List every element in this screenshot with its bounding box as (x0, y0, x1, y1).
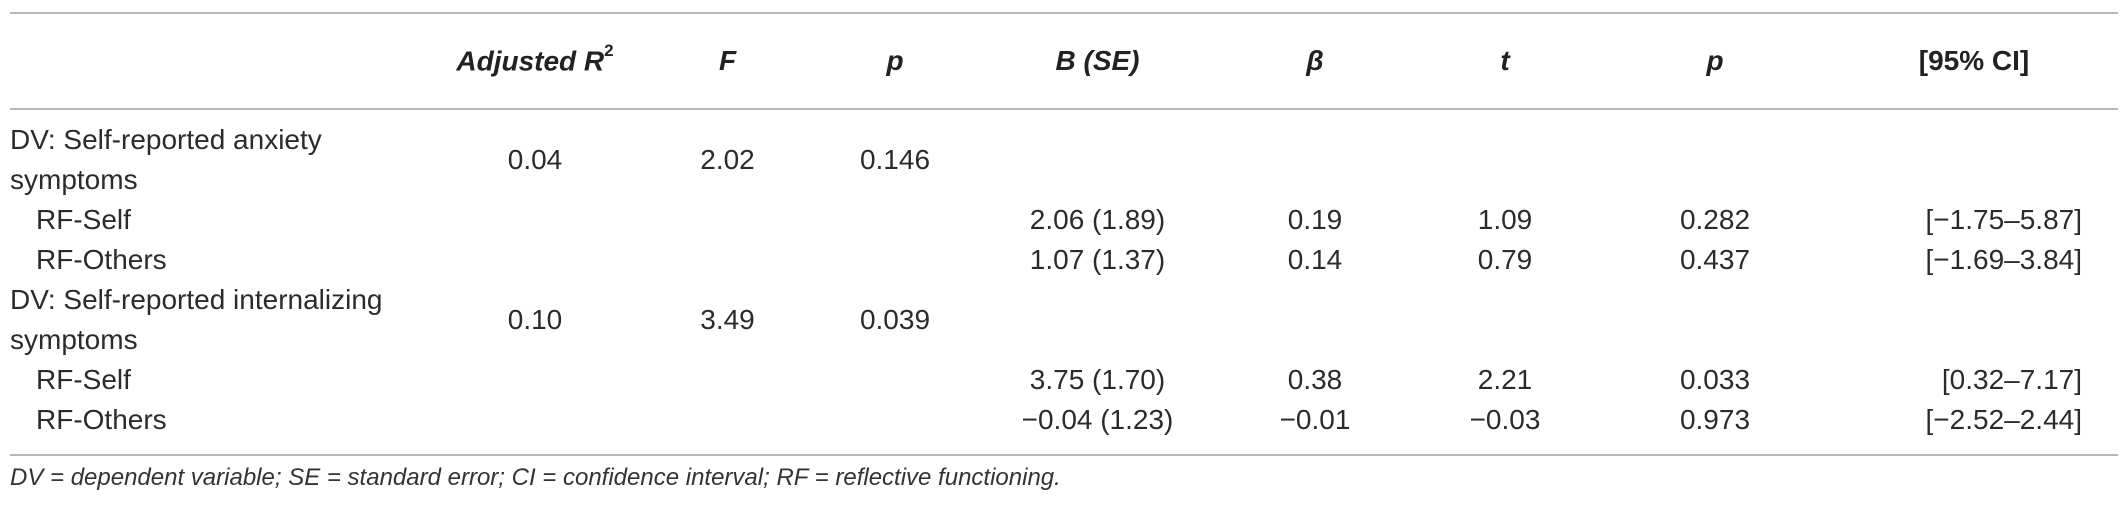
cell-b-se: 1.07 (1.37) (1029, 244, 1166, 275)
cell-p-predictor (1600, 109, 1830, 200)
row-label: DV: Self-reported internalizing symptoms (10, 284, 383, 355)
cell-t: 2.21 (1477, 364, 1533, 395)
cell-adjusted-r2 (430, 200, 640, 240)
cell-b-se (975, 109, 1220, 200)
row-label: RF-Self (36, 204, 131, 235)
table-footnote: DV = dependent variable; SE = standard e… (10, 464, 1061, 491)
header-b-se: B (SE) (975, 12, 1220, 110)
cell-95-ci: [−2.52–2.44] (1830, 400, 2118, 456)
row-label: RF-Others (36, 244, 167, 275)
cell-95-ci: [−1.69–3.84] (1925, 244, 2082, 275)
cell-f (640, 400, 815, 456)
header-beta: β (1220, 12, 1410, 110)
cell-b-se: 3.75 (1.70) (1029, 364, 1166, 395)
cell-b-se: 2.06 (1.89) (1029, 204, 1166, 235)
cell-p-model: 0.146 (859, 144, 931, 175)
row-label: RF-Self (36, 364, 131, 395)
cell-p-predictor (1600, 280, 1830, 360)
row-label: RF-Others (10, 400, 430, 456)
cell-beta: −0.01 (1220, 400, 1410, 456)
cell-p-predictor: 0.033 (1679, 364, 1751, 395)
header-blank (10, 12, 430, 110)
cell-p-model: 0.039 (859, 304, 931, 335)
cell-95-ci (1830, 280, 2118, 360)
cell-b-se: −0.04 (1.23) (975, 400, 1220, 456)
cell-p-predictor: 0.973 (1600, 400, 1830, 456)
cell-95-ci (1830, 109, 2118, 200)
cell-p-model (815, 360, 975, 400)
table-row: RF-Others −0.04 (1.23) −0.01 −0.03 0.973… (10, 400, 2118, 456)
cell-95-ci: [−1.75–5.87] (1925, 204, 2082, 235)
header-row: Adjusted R2 F p B (SE) β t p [95% CI] (10, 12, 2118, 110)
header-p-predictor: p (1600, 12, 1830, 110)
cell-beta (1220, 280, 1410, 360)
cell-adjusted-r2: 0.10 (507, 304, 563, 335)
header-t: t (1410, 12, 1600, 110)
cell-beta: 0.19 (1287, 204, 1343, 235)
cell-f (640, 360, 815, 400)
cell-f (640, 240, 815, 280)
cell-beta: 0.14 (1287, 244, 1343, 275)
cell-p-predictor: 0.437 (1679, 244, 1751, 275)
table-row: RF-Self 3.75 (1.70) 0.38 2.21 0.033 [0.3… (10, 360, 2118, 400)
cell-t (1410, 109, 1600, 200)
table-row: DV: Self-reported internalizing symptoms… (10, 280, 2118, 360)
cell-adjusted-r2 (430, 360, 640, 400)
header-95-ci: [95% CI] (1830, 12, 2118, 110)
cell-adjusted-r2: 0.04 (507, 144, 563, 175)
table-row: RF-Self 2.06 (1.89) 0.19 1.09 0.282 [−1.… (10, 200, 2118, 240)
cell-f (640, 200, 815, 240)
header-adjusted-r2: Adjusted R2 (430, 12, 640, 110)
header-f: F (640, 12, 815, 110)
cell-t: −0.03 (1410, 400, 1600, 456)
cell-t: 1.09 (1477, 204, 1533, 235)
cell-p-model (815, 240, 975, 280)
cell-beta (1220, 109, 1410, 200)
cell-p-model (815, 400, 975, 456)
cell-adjusted-r2 (430, 240, 640, 280)
table-row: DV: Self-reported anxiety symptoms 0.04 … (10, 109, 2118, 200)
row-label: DV: Self-reported anxiety symptoms (10, 124, 322, 195)
regression-table: Adjusted R2 F p B (SE) β t p [95% CI] DV… (10, 12, 2118, 456)
cell-beta: 0.38 (1287, 364, 1343, 395)
cell-f: 2.02 (700, 144, 755, 175)
cell-f: 3.49 (700, 304, 755, 335)
cell-b-se (975, 280, 1220, 360)
cell-p-predictor: 0.282 (1679, 204, 1751, 235)
cell-t (1410, 280, 1600, 360)
cell-p-model (815, 200, 975, 240)
header-p-model: p (815, 12, 975, 110)
cell-adjusted-r2 (430, 400, 640, 456)
table-row: RF-Others 1.07 (1.37) 0.14 0.79 0.437 [−… (10, 240, 2118, 280)
cell-95-ci: [0.32–7.17] (1941, 364, 2082, 395)
cell-t: 0.79 (1477, 244, 1533, 275)
